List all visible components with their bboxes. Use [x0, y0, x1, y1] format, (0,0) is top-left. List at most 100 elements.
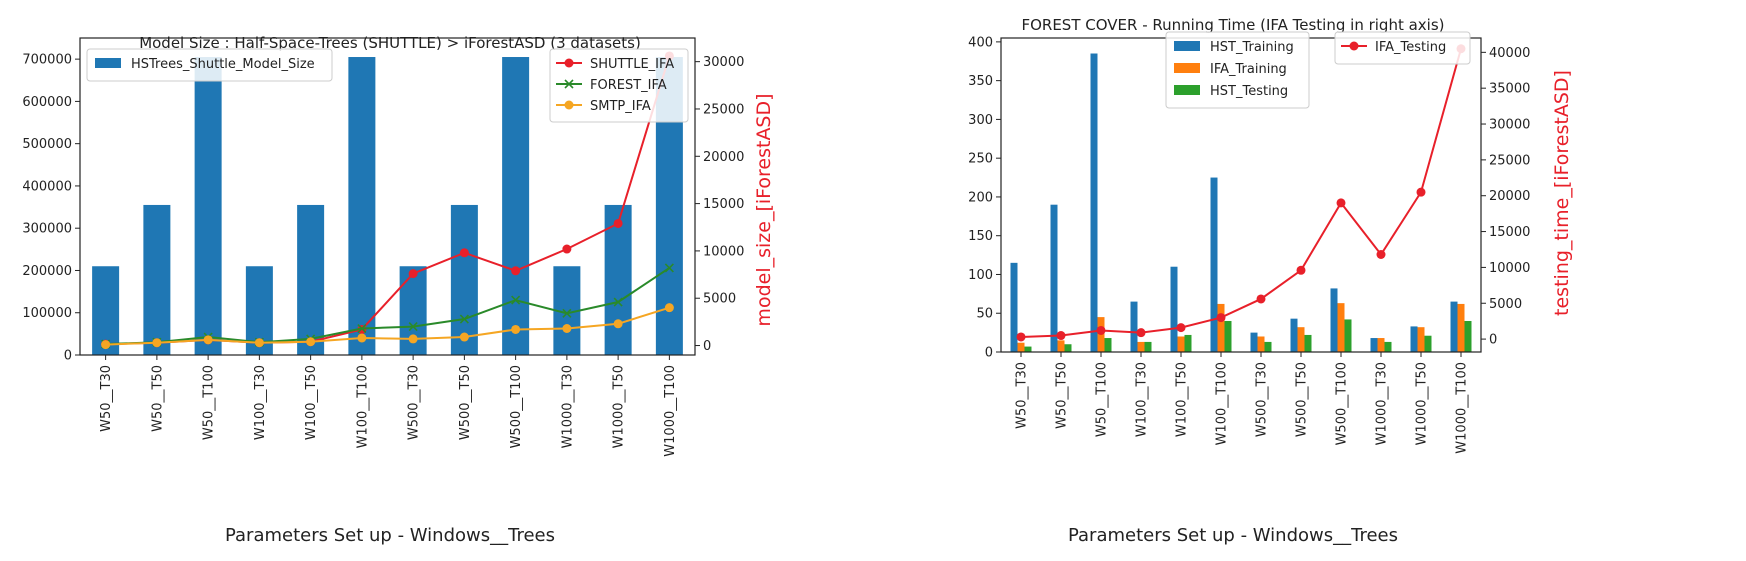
x-tick-label: W1000__T100 — [663, 365, 678, 457]
y-tick-label: 500000 — [22, 137, 72, 152]
bar-hst-training — [1410, 326, 1418, 352]
bar-hstrees-shuttle-model-size — [297, 204, 325, 355]
series-point-shuttle-ifa — [613, 218, 623, 228]
y-tick-label: 250 — [968, 152, 993, 167]
x-tick-label: W50__T50 — [150, 365, 165, 432]
x-marker-stroke — [664, 263, 674, 273]
plot-frame — [79, 37, 696, 356]
bar-hst-testing — [1304, 334, 1312, 352]
series-point-ifa-testing — [1336, 198, 1346, 208]
series-point-shuttle-ifa — [408, 269, 418, 279]
bar-hst-testing — [1384, 341, 1392, 352]
bar-hst-training — [1170, 266, 1178, 352]
y2-tick-label: 35000 — [1489, 82, 1530, 97]
y2-tick-label: 15000 — [1489, 225, 1530, 240]
bar-hst-training — [1210, 177, 1218, 352]
bar-ifa-training — [1217, 303, 1225, 352]
legend-label: HST_Testing — [1210, 84, 1288, 99]
legend-marker — [564, 100, 574, 110]
series-point-smtp-ifa — [664, 303, 674, 313]
legend-box-lines — [1334, 31, 1471, 65]
y-tick-label: 400 — [968, 35, 993, 50]
chart-title: FOREST COVER - Running Time (IFA Testing… — [1021, 16, 1444, 34]
bar-ifa-training — [1417, 327, 1425, 352]
bar-hst-testing — [1264, 341, 1272, 352]
x-tick-label: W50__T50 — [1055, 362, 1070, 429]
x-tick-label: W1000__T100 — [1455, 362, 1470, 454]
legend-box-bars — [86, 48, 333, 82]
series-point-ifa-testing — [1056, 331, 1066, 341]
y2-tick-label: 30000 — [1489, 118, 1530, 133]
y2-tick-label: 10000 — [1489, 261, 1530, 276]
x-marker-stroke — [562, 308, 572, 318]
legend-box-bars — [1165, 31, 1310, 109]
bar-hstrees-shuttle-model-size — [143, 204, 171, 355]
series-point-smtp-ifa — [203, 335, 213, 345]
legend-label: FOREST_IFA — [590, 78, 667, 93]
y2-axis-label: model_size_[iForestASD] — [753, 93, 775, 326]
x-tick-label: W1000__T30 — [1375, 362, 1390, 445]
bar-hstrees-shuttle-model-size — [348, 57, 376, 356]
y2-axis-label: testing_time_[iForestASD] — [1551, 70, 1573, 316]
bar-hst-testing — [1024, 346, 1032, 352]
y-tick-label: 0 — [985, 346, 993, 361]
x-tick-label: W100__T100 — [1215, 362, 1230, 445]
x-tick-label: W1000__T50 — [1415, 362, 1430, 445]
x-tick-label: W500__T100 — [1335, 362, 1350, 445]
x-tick-label: W50__T30 — [99, 365, 114, 432]
series-line-forest-ifa — [105, 267, 670, 346]
y-tick-label: 200 — [968, 190, 993, 205]
x-tick-label: W500__T100 — [509, 365, 524, 448]
bar-ifa-training — [1017, 342, 1025, 352]
series-point-ifa-testing — [1136, 328, 1146, 338]
x-tick-label: W1000__T50 — [612, 365, 627, 448]
series-point-ifa-testing — [1296, 265, 1306, 275]
model-size-chart-panel: Model Size : Half-Space-Trees (SHUTTLE) … — [0, 0, 873, 557]
series-point-smtp-ifa — [152, 338, 162, 348]
series-point-smtp-ifa — [459, 332, 469, 342]
y2-tick-label: 40000 — [1489, 46, 1530, 61]
x-marker-stroke — [511, 295, 521, 305]
series-point-smtp-ifa — [254, 338, 264, 348]
bar-hst-testing — [1064, 344, 1072, 352]
y-tick-label: 300000 — [22, 222, 72, 237]
series-point-ifa-testing — [1376, 250, 1386, 260]
x-tick-label: W100__T30 — [253, 365, 268, 440]
x-tick-label: W100__T50 — [1175, 362, 1190, 437]
bar-hstrees-shuttle-model-size — [450, 204, 478, 355]
x-tick-label: W50__T100 — [1095, 362, 1110, 437]
series-point-smtp-ifa — [613, 319, 623, 329]
x-axis-label: Parameters Set up - Windows__Trees — [225, 525, 555, 546]
x-tick-label: W500__T30 — [1255, 362, 1270, 437]
bar-ifa-training — [1457, 303, 1465, 352]
bar-hst-testing — [1104, 338, 1112, 352]
y2-tick-label: 0 — [703, 339, 711, 354]
x-tick-label: W100__T100 — [355, 365, 370, 448]
legend-label: HSTrees_Shuttle_Model_Size — [131, 57, 315, 72]
x-tick-label: W100__T50 — [304, 365, 319, 440]
x-tick-label: W1000__T30 — [560, 365, 575, 448]
running-time-chart: FOREST COVER - Running Time (IFA Testing… — [968, 16, 1573, 546]
y2-tick-label: 15000 — [703, 197, 744, 212]
y-tick-label: 400000 — [22, 179, 72, 194]
x-marker-stroke — [357, 323, 367, 334]
y-tick-label: 100000 — [22, 306, 72, 321]
x-marker-stroke — [408, 322, 418, 332]
y2-tick-label: 20000 — [703, 150, 744, 165]
bar-ifa-training — [1337, 303, 1345, 352]
series-point-forest-ifa — [511, 295, 521, 305]
bar-hst-testing — [1144, 341, 1152, 352]
legend-label: SHUTTLE_IFA — [590, 57, 674, 72]
series-point-forest-ifa — [562, 308, 572, 318]
series-point-ifa-testing — [1016, 332, 1026, 342]
bar-hst-training — [1250, 332, 1258, 352]
legend-marker — [564, 58, 574, 68]
bar-hst-training — [1290, 318, 1298, 352]
series-point-ifa-testing — [1096, 325, 1106, 335]
bar-hstrees-shuttle-model-size — [194, 57, 222, 356]
series-line-smtp-ifa — [105, 306, 670, 346]
x-marker-stroke — [613, 297, 623, 307]
legend-swatch — [95, 58, 121, 68]
x-tick-label: W100__T30 — [1135, 362, 1150, 437]
bar-hstrees-shuttle-model-size — [502, 57, 530, 356]
